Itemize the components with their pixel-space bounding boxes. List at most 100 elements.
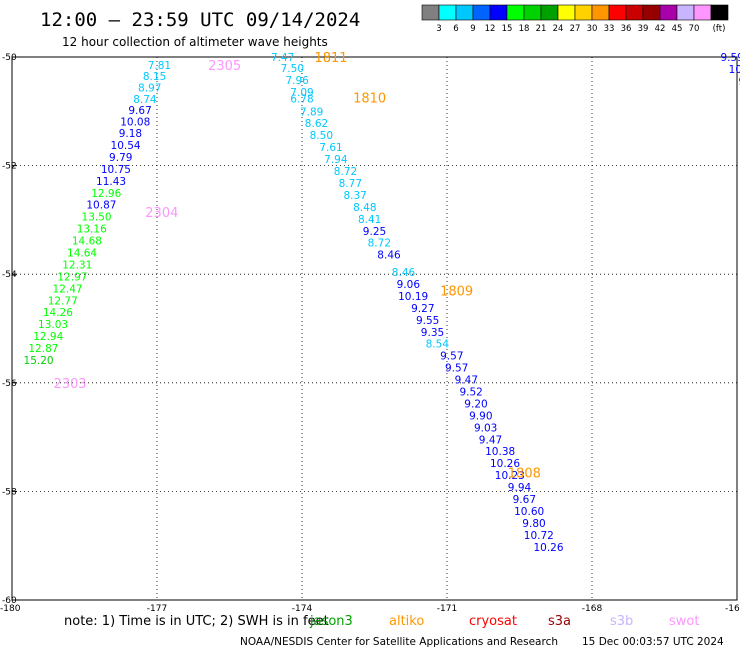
legend-tick-label: 39 [638,24,649,34]
y-tick-label: -50 [2,53,17,63]
chart-title: 12:00 – 23:59 UTC 09/14/2024 [40,9,360,31]
legend-swatch [523,4,542,21]
wave-height-label: 9.55 [416,315,439,327]
wave-height-label: 10.54 [111,140,141,152]
legend-tick-label: 6 [453,24,458,34]
wave-height-label: 10.60 [514,506,544,518]
x-tick-label: -180 [0,604,21,614]
wave-height-label: 9.03 [474,422,497,434]
legend-tick-label: 3 [436,24,441,34]
wave-height-label: 9.06 [397,279,421,291]
wave-height-label: 8.62 [305,118,328,130]
wave-height-label: 9.35 [421,327,444,339]
y-tick-label: -52 [2,162,17,172]
wave-height-label: 14.26 [43,307,73,319]
footer-note: note: 1) Time is in UTC; 2) SWH is in fe… [64,614,329,629]
satellite-label-s3b: s3b [610,614,633,629]
legend-tick-label: 30 [587,24,598,34]
legend-swatch [608,4,627,21]
wave-height-values: 7.818.158.978.749.6710.089.1810.549.7910… [24,52,740,554]
legend-tick-label: 12 [485,24,496,34]
wave-height-label: 9 [738,76,740,88]
wave-height-label: 13.03 [38,319,68,331]
color-legend: 3 6 9 12 15 18 21 24 27 30 33 36 39 42 45 70 (ft) [421,4,729,34]
wave-height-label: 10.38 [485,446,515,458]
legend-swatch [625,4,644,21]
wave-height-label: 9.20 [464,398,487,410]
wave-height-label: 9.47 [455,375,478,387]
wave-height-label: 9.57 [445,363,468,375]
wave-height-label: 9.18 [119,128,142,140]
legend-swatch [710,4,729,21]
wave-height-label: 8.15 [143,71,166,83]
wave-height-label: 7.94 [324,154,348,166]
chart-subtitle: 12 hour collection of altimeter wave hei… [62,35,328,49]
wave-height-label: 9.90 [469,410,492,422]
legend-unit: (ft) [713,24,726,34]
wave-height-label: 9.52 [459,386,482,398]
legend-swatch [472,4,491,21]
legend-swatch [455,4,474,21]
plot-frame [11,56,738,601]
wave-height-label: 10.87 [86,200,116,212]
wave-height-label: 12.96 [91,188,121,200]
wave-height-label: 8.54 [426,339,450,351]
x-tick-label: -171 [437,604,457,614]
wave-height-label: 10.26 [490,458,520,470]
legend-tick-label: 21 [536,24,547,34]
legend-tick-label: 36 [621,24,632,34]
pass-number-label: 1811 [314,51,347,66]
pass-number-label: 1810 [353,92,386,107]
credit-text: NOAA/NESDIS Center for Satellite Applica… [240,636,558,648]
wave-height-label: 9.94 [508,482,532,494]
legend-tick-label: 15 [502,24,513,34]
legend-swatch [540,4,559,21]
wave-height-label: 12.47 [53,283,83,295]
wave-height-label: 12.94 [33,331,63,343]
wave-height-label: 6.78 [290,93,313,105]
wave-height-label: 9.59 [720,52,740,64]
legend-swatch [421,4,440,21]
legend-swatch [693,4,712,21]
y-tick-label: -56 [2,379,17,389]
satellite-label-cryosat: cryosat [469,614,517,629]
wave-height-label: 8.46 [392,267,416,279]
y-tick-label: -60 [2,596,17,606]
wave-height-label: 10.75 [101,164,131,176]
pass-number-label: 1808 [508,466,541,481]
legend-swatch [489,4,508,21]
wave-height-label: 8.48 [353,202,376,214]
x-tick-label: -168 [582,604,603,614]
wave-height-label: 9.27 [411,303,434,315]
wave-height-label: 12.31 [62,259,92,271]
wave-height-label: 9.67 [513,494,536,506]
legend-tick-label: 70 [689,24,700,34]
legend-swatch [591,4,610,21]
legend-tick-label: 42 [655,24,666,34]
legend-swatch [506,4,525,21]
wave-height-label: 12.97 [57,271,87,283]
legend-swatch [438,4,457,21]
wave-height-label: 11.43 [96,176,126,188]
pass-number-label: 2305 [208,59,241,74]
x-tick-label: -16 [725,604,740,614]
wave-height-label: 10.26 [533,542,563,554]
wave-height-label: 10.08 [120,117,150,129]
pass-number-label: 2304 [145,206,178,221]
wave-height-label: 9.67 [128,105,151,117]
wave-height-label: 14.64 [67,247,97,259]
wave-height-label: 8.46 [377,250,401,262]
generated-timestamp: 15 Dec 00:03:57 UTC 2024 [582,636,724,648]
legend-tick-label: 18 [519,24,530,34]
pass-number-label: 2303 [53,377,86,392]
axis-ticks: -50 -52 -54 -56 -58 -60-180 -177 -174 -171 -168 -1… [0,53,740,614]
wave-height-label: 7.61 [319,142,342,154]
wave-height-label: 15.20 [24,355,54,367]
wave-height-label: 8.74 [133,94,157,106]
wave-height-label: 9.25 [363,226,386,238]
wave-height-label: 12.87 [28,343,58,355]
wave-height-label: 10.23 [495,470,525,482]
wave-height-label: 8.72 [368,238,391,250]
y-tick-label: -54 [2,270,17,280]
